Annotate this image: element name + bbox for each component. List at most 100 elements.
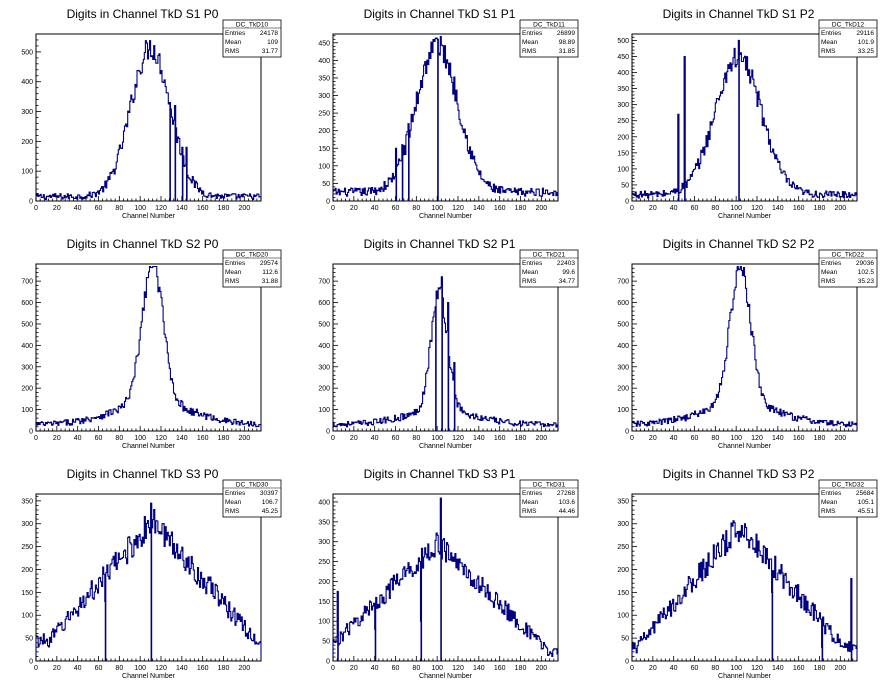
y-tick-label: 500 [617, 38, 629, 45]
x-tick-label: 160 [197, 205, 209, 212]
y-tick-label: 0 [326, 199, 330, 206]
stats-label-rms: RMS [522, 508, 537, 515]
stats-label-rms: RMS [821, 508, 836, 515]
stats-label-mean: Mean [225, 499, 242, 506]
histogram-spike-bar [850, 578, 853, 661]
stats-value-entries: 29116 [856, 30, 874, 37]
x-tick-label: 100 [134, 435, 146, 442]
stats-box-frame [818, 19, 878, 58]
stats-box-frame [222, 479, 282, 518]
x-tick-label: 120 [155, 665, 167, 672]
histogram-line [35, 40, 262, 201]
y-tick-label: 400 [318, 58, 330, 65]
y-tick-label: 100 [21, 613, 33, 620]
y-tick-label: 350 [617, 498, 629, 505]
stats-label-entries: Entries [522, 260, 543, 267]
y-tick-label: 100 [21, 407, 33, 414]
x-tick-label: 100 [134, 665, 146, 672]
y-tick-label: 300 [21, 364, 33, 371]
histogram-panel: Digits in Channel TkD S2 P1 0 20 40 60 80 100 1… [318, 237, 579, 450]
y-tick-label: 250 [617, 544, 629, 551]
stats-label-rms: RMS [821, 278, 836, 285]
stats-value-mean: 103.6 [559, 499, 576, 506]
x-tick-label: 0 [331, 665, 335, 672]
x-tick-label: 180 [814, 205, 826, 212]
stats-label-rms: RMS [225, 278, 240, 285]
stats-value-entries: 25684 [856, 490, 874, 497]
x-tick-label: 100 [730, 205, 742, 212]
x-tick-label: 80 [711, 435, 719, 442]
y-tick-label: 200 [21, 567, 33, 574]
histogram-spike-bar [401, 144, 404, 201]
y-tick-label: 350 [21, 498, 33, 505]
x-tick-label: 160 [494, 665, 506, 672]
x-tick-label: 80 [711, 665, 719, 672]
y-tick-label: 100 [617, 166, 629, 173]
stats-label-rms: RMS [225, 508, 240, 515]
x-tick-label: 200 [535, 435, 547, 442]
stats-name: DC_TkD10 [236, 22, 269, 29]
y-tick-label: 200 [318, 579, 330, 586]
y-tick-label: 0 [625, 199, 629, 206]
x-tick-label: 180 [515, 665, 527, 672]
x-tick-label: 40 [74, 435, 82, 442]
x-tick-label: 160 [793, 205, 805, 212]
x-tick-label: 140 [473, 435, 485, 442]
stats-value-entries: 29574 [260, 260, 278, 267]
x-tick-label: 200 [834, 205, 846, 212]
x-tick-label: 80 [115, 435, 123, 442]
histogram-line [332, 35, 559, 201]
y-tick-label: 400 [21, 343, 33, 350]
chart-title: Digits in Channel TkD S2 P0 [67, 237, 219, 251]
x-tick-label: 100 [134, 205, 146, 212]
stats-box-frame [519, 19, 579, 58]
x-tick-label: 120 [751, 435, 763, 442]
x-tick-label: 20 [350, 665, 358, 672]
histogram-spike-bar [169, 102, 171, 201]
x-tick-label: 200 [535, 665, 547, 672]
y-tick-label: 400 [318, 343, 330, 350]
stats-value-entries: 22403 [557, 260, 575, 267]
stats-name: DC_TkD31 [533, 482, 566, 489]
stats-name: DC_TkD32 [832, 482, 865, 489]
x-tick-label: 40 [74, 665, 82, 672]
stats-name: DC_TkD11 [533, 22, 565, 29]
histogram-panel: Digits in Channel TkD S1 P0 0 20 40 60 80 100 1… [21, 7, 282, 220]
x-tick-label: 100 [431, 435, 443, 442]
x-tick-label: 60 [95, 665, 103, 672]
stats-value-entries: 26899 [557, 30, 575, 37]
y-tick-label: 100 [617, 613, 629, 620]
stats-label-entries: Entries [522, 30, 543, 37]
stats-label-rms: RMS [522, 48, 537, 55]
x-axis-label: Channel Number [419, 213, 473, 220]
y-tick-label: 500 [21, 49, 33, 56]
y-tick-label: 150 [318, 599, 330, 606]
y-tick-label: 450 [318, 40, 330, 47]
histogram-panel: Digits in Channel TkD S3 P0 0 20 40 60 80 100 1… [21, 467, 282, 680]
stats-value-rms: 31.85 [559, 48, 576, 55]
histogram-spike-bar [771, 592, 774, 661]
stats-value-rms: 45.25 [262, 508, 279, 515]
x-tick-label: 180 [218, 435, 230, 442]
stats-box-frame [222, 249, 282, 288]
y-tick-label: 500 [21, 321, 33, 328]
y-tick-label: 0 [29, 429, 33, 436]
x-axis-label: Channel Number [419, 673, 473, 680]
x-axis-label: Channel Number [419, 443, 473, 450]
x-tick-label: 120 [751, 665, 763, 672]
x-tick-label: 180 [515, 205, 527, 212]
x-tick-label: 100 [431, 665, 443, 672]
stats-box-frame [519, 479, 579, 518]
chart-title: Digits in Channel TkD S1 P1 [364, 7, 516, 21]
y-tick-label: 300 [617, 102, 629, 109]
stats-value-mean: 109 [267, 39, 278, 46]
x-tick-label: 60 [691, 205, 699, 212]
x-tick-label: 160 [197, 435, 209, 442]
y-tick-label: 150 [617, 150, 629, 157]
y-tick-label: 150 [617, 590, 629, 597]
